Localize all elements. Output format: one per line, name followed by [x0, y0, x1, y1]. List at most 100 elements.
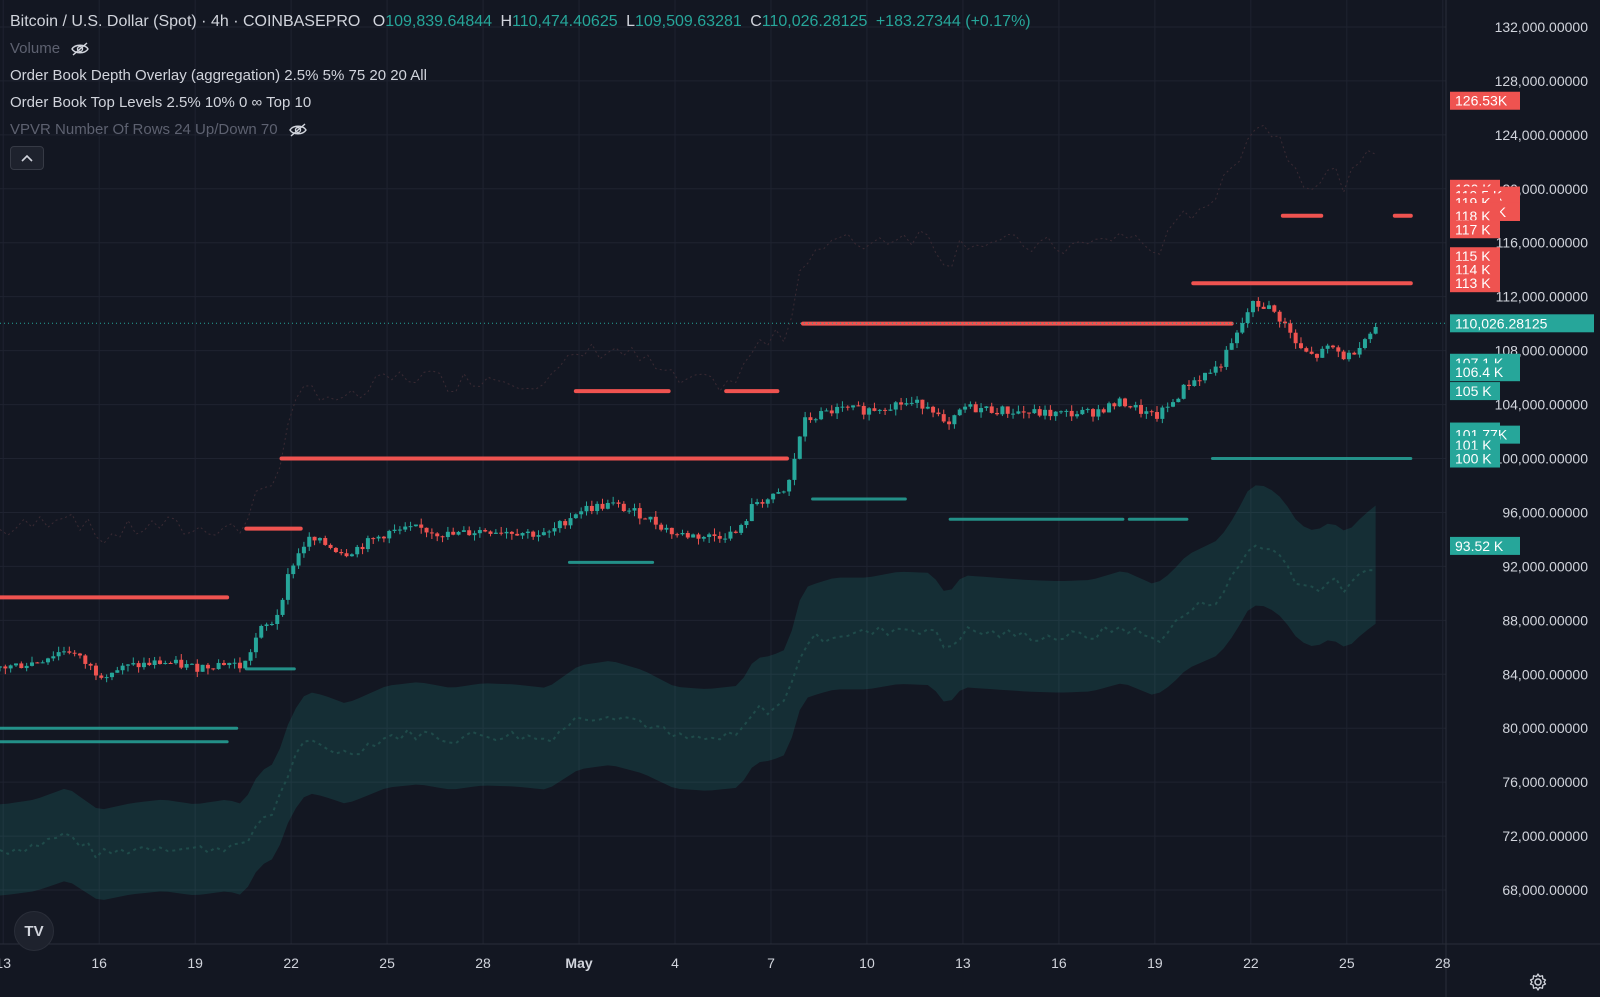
candle-body — [269, 624, 274, 625]
candle-body — [765, 499, 770, 504]
candle-body — [1032, 409, 1037, 414]
price-tick-label: 76,000.00000 — [1502, 774, 1588, 790]
tradingview-logo[interactable]: TV — [14, 911, 54, 951]
candlestick-series — [0, 297, 1378, 683]
symbol-title[interactable]: Bitcoin / U.S. Dollar (Spot) · 4h · COIN… — [10, 13, 361, 30]
candle-body — [1107, 403, 1112, 413]
candle-body — [3, 666, 8, 669]
candle-body — [541, 532, 546, 536]
time-tick-label: 16 — [1051, 955, 1067, 971]
time-tick-label: 25 — [1339, 955, 1355, 971]
candle-body — [461, 530, 466, 532]
candle-body — [419, 524, 424, 528]
close-value: 110,026.28125 — [761, 13, 868, 30]
candle-body — [579, 511, 584, 515]
candle-body — [147, 662, 152, 666]
candle-body — [408, 526, 413, 528]
candle-body — [1053, 411, 1058, 417]
candle-body — [515, 533, 520, 536]
candle-body — [520, 533, 525, 536]
candle-body — [712, 534, 717, 536]
last-price-label-bg — [1450, 314, 1594, 333]
candle-body — [733, 531, 738, 533]
price-axis[interactable]: 132,000.00000 128,000.00000 124,000.00000 1… — [1445, 0, 1588, 997]
logo-text: TV — [24, 922, 44, 940]
candle-body — [355, 546, 360, 555]
candle-body — [104, 677, 109, 679]
candle-body — [536, 535, 541, 537]
time-tick-label: 10 — [859, 955, 875, 971]
ask-level-label: 114 K — [1455, 262, 1491, 278]
candle-body — [83, 655, 88, 664]
time-tick-label: 4 — [671, 955, 679, 971]
candle-body — [1176, 398, 1181, 403]
candle-body — [1059, 411, 1064, 413]
candle-body — [877, 409, 882, 411]
candle-body — [547, 531, 552, 533]
candle-body — [56, 652, 61, 657]
candle-body — [568, 518, 573, 526]
candle-body — [915, 399, 920, 403]
price-change: +183.27344 (+0.17%) — [875, 13, 1031, 30]
time-axis[interactable]: 13 16 19 22 25 28 May 4 7 10 13 16 19 22 25 28 — [0, 943, 1600, 971]
price-tick-label: 96,000.00000 — [1502, 504, 1588, 520]
eye-off-icon[interactable] — [288, 122, 308, 138]
candle-body — [1240, 323, 1245, 333]
candle-body — [739, 525, 744, 533]
candle-body — [611, 502, 616, 504]
candle-body — [40, 662, 45, 664]
candle-body — [200, 664, 205, 672]
candle-body — [1320, 348, 1325, 358]
candle-body — [163, 663, 168, 665]
candle-body — [723, 538, 728, 540]
candle-body — [509, 531, 514, 534]
candle-body — [1261, 306, 1266, 309]
candle-body — [381, 536, 386, 539]
candle-body — [600, 503, 605, 509]
candle-body — [349, 554, 354, 557]
candle-body — [483, 530, 488, 532]
candle-body — [221, 662, 226, 666]
candle-body — [643, 518, 648, 520]
chart-legend: Bitcoin / U.S. Dollar (Spot) · 4h · COIN… — [10, 8, 1031, 143]
candle-body — [387, 530, 392, 539]
candle-body — [61, 651, 66, 653]
candle-body — [856, 405, 861, 407]
candle-body — [931, 406, 936, 413]
price-tick-label: 80,000.00000 — [1502, 720, 1588, 736]
candle-body — [45, 658, 50, 663]
candle-body — [8, 665, 13, 669]
collapse-legend-button[interactable] — [10, 146, 44, 170]
candle-body — [979, 408, 984, 413]
time-tick-label: 13 — [955, 955, 971, 971]
low-label: L — [626, 13, 635, 30]
depth-low-line — [0, 544, 1376, 860]
indicator-top-levels[interactable]: Order Book Top Levels 2.5% 10% 0 ∞ Top 1… — [10, 89, 1031, 116]
candle-body — [584, 505, 589, 512]
indicator-volume[interactable]: Volume — [10, 35, 1031, 62]
candle-body — [1101, 409, 1106, 413]
price-tick-label: 84,000.00000 — [1502, 666, 1588, 682]
indicator-vpvr[interactable]: VPVR Number Of Rows 24 Up/Down 70 — [10, 116, 1031, 143]
candle-body — [573, 514, 578, 519]
candle-body — [771, 493, 776, 500]
candle-body — [851, 405, 856, 408]
candle-body — [333, 547, 338, 553]
candle-body — [899, 402, 904, 405]
indicator-depth-overlay[interactable]: Order Book Depth Overlay (aggregation) 2… — [10, 62, 1031, 89]
candle-body — [1234, 332, 1239, 344]
ask-level-label-bg — [1450, 274, 1500, 293]
candle-body — [1096, 409, 1101, 417]
candle-body — [109, 672, 114, 678]
candle-body — [1346, 352, 1351, 360]
candle-body — [99, 675, 104, 678]
gear-icon[interactable] — [1528, 972, 1548, 992]
candle-body — [1091, 409, 1096, 417]
candle-body — [504, 531, 509, 534]
candle-body — [760, 502, 765, 504]
candle-body — [243, 660, 248, 669]
candle-body — [29, 662, 34, 666]
eye-off-icon[interactable] — [70, 41, 90, 57]
candle-body — [691, 534, 696, 538]
